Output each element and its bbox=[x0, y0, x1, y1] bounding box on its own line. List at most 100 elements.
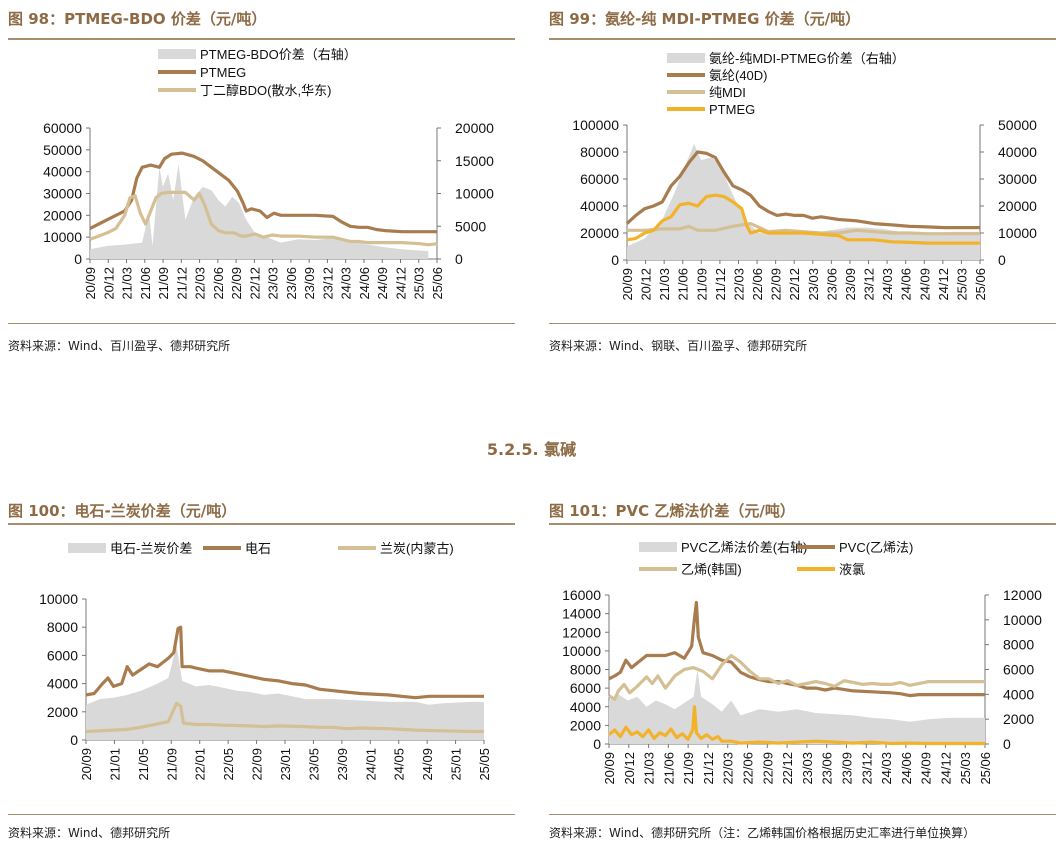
x-tick-label: 22/06 bbox=[741, 752, 756, 785]
source-rule bbox=[8, 323, 515, 324]
x-tick-label: 22/03 bbox=[721, 752, 736, 785]
x-tick-label: 24/06 bbox=[899, 268, 914, 301]
x-tick-label: 21/05 bbox=[136, 748, 151, 781]
x-tick-label: 22/09 bbox=[250, 748, 265, 781]
y2-tick-label: 15000 bbox=[455, 153, 494, 169]
legend-label: PVC乙烯法价差(右轴) bbox=[681, 540, 807, 555]
y-tick-label: 0 bbox=[611, 252, 619, 268]
x-tick-label: 20/09 bbox=[83, 267, 98, 300]
y-tick-label: 60000 bbox=[580, 171, 619, 187]
x-tick-label: 25/03 bbox=[958, 752, 973, 785]
x-tick-label: 22/05 bbox=[221, 748, 236, 781]
chart-101: PVC乙烯法价差(右轴) PVC(乙烯法) 乙烯(韩国) 液氯 0 2000 4000 600… bbox=[562, 540, 1042, 785]
legend-label: 乙烯(韩国) bbox=[681, 562, 742, 577]
x-tick-label: 25/06 bbox=[978, 752, 993, 785]
y-tick-label: 10000 bbox=[39, 591, 78, 607]
y-tick-label: 14000 bbox=[562, 606, 601, 622]
x-tick-label: 20/09 bbox=[620, 268, 635, 301]
y2-tick-label: 12000 bbox=[1003, 587, 1042, 603]
x-tick-label: 24/09 bbox=[917, 268, 932, 301]
source-rule bbox=[549, 323, 1056, 324]
x-tick-label: 23/03 bbox=[800, 752, 815, 785]
source-rule bbox=[8, 814, 515, 815]
chart-title: 图 99：氨纶-纯 MDI-PTMEG 价差（元/吨） bbox=[549, 10, 861, 28]
x-tick-label: 24/12 bbox=[936, 268, 951, 301]
series-line bbox=[89, 190, 438, 247]
chart-title: 图 98：PTMEG-BDO 价差（元/吨） bbox=[8, 10, 267, 28]
chart-title: 图 101：PVC 乙烯法价差（元/吨） bbox=[549, 502, 795, 520]
section-title: 5.2.5. 氯碱 bbox=[486, 440, 577, 459]
chart-99: 氨纶-纯MDI-PTMEG价差（右轴） 氨纶(40D) 纯MDI PTMEG 0 2000… bbox=[572, 51, 1037, 301]
series-line bbox=[608, 653, 985, 701]
chart-source: 资料来源：Wind、百川盈孚、德邦研究所 bbox=[8, 339, 231, 353]
x-tick-label: 21/12 bbox=[713, 268, 728, 301]
x-tick-label: 23/12 bbox=[320, 267, 335, 300]
legend-swatch bbox=[158, 49, 196, 59]
x-tick-label: 24/03 bbox=[879, 752, 894, 785]
x-tick-label: 25/03 bbox=[954, 268, 969, 301]
x-tick-label: 22/03 bbox=[193, 267, 208, 300]
series-line bbox=[608, 600, 985, 698]
y-tick-label: 6000 bbox=[570, 680, 601, 696]
x-tick-label: 23/06 bbox=[824, 268, 839, 301]
y-tick-label: 50000 bbox=[43, 142, 82, 158]
series-line bbox=[89, 151, 437, 234]
series-line bbox=[607, 705, 985, 746]
y-tick-label: 100000 bbox=[572, 117, 619, 133]
y2-tick-label: 20000 bbox=[455, 120, 494, 136]
chart-source: 资料来源：Wind、德邦研究所 bbox=[8, 826, 171, 840]
y2-tick-label: 0 bbox=[1003, 736, 1011, 752]
x-tick-label: 21/03 bbox=[120, 267, 135, 300]
legend-swatch bbox=[68, 543, 106, 553]
title-rule bbox=[549, 523, 1056, 525]
chart-100: 电石-兰炭价差 电石 兰炭(内蒙古) 0 2000 4000 6000 8000 10000 20… bbox=[39, 541, 492, 781]
x-tick-label: 25/05 bbox=[477, 748, 492, 781]
legend-label: PTMEG bbox=[709, 102, 755, 117]
x-tick-label: 25/06 bbox=[973, 268, 988, 301]
legend-label: PTMEG-BDO价差（右轴） bbox=[200, 48, 357, 62]
y2-tick-label: 0 bbox=[455, 251, 463, 267]
x-tick-label: 22/12 bbox=[787, 268, 802, 301]
panel-98: 图 98：PTMEG-BDO 价差（元/吨） PTMEG-BDO价差（右轴） PT… bbox=[8, 8, 515, 358]
x-tick-label: 22/12 bbox=[247, 267, 262, 300]
x-tick-label: 21/09 bbox=[694, 268, 709, 301]
chart-source: 资料来源：Wind、钢联、百川盈孚、德邦研究所 bbox=[549, 339, 808, 353]
x-tick-label: 24/09 bbox=[420, 748, 435, 781]
x-tick-label: 23/12 bbox=[862, 268, 877, 301]
y2-tick-label: 4000 bbox=[1003, 686, 1034, 702]
x-tick-label: 22/01 bbox=[193, 748, 208, 781]
x-tick-label: 23/03 bbox=[806, 268, 821, 301]
y-tick-label: 4000 bbox=[570, 699, 601, 715]
x-tick-label: 21/03 bbox=[642, 752, 657, 785]
x-tick-label: 23/03 bbox=[266, 267, 281, 300]
x-tick-label: 23/06 bbox=[284, 267, 299, 300]
chart-source: 资料来源：Wind、德邦研究所（注：乙烯韩国价格根据历史汇率进行单位换算） bbox=[549, 826, 976, 840]
y-tick-label: 8000 bbox=[47, 619, 78, 635]
x-tick-label: 20/09 bbox=[79, 748, 94, 781]
x-tick-label: 23/06 bbox=[820, 752, 835, 785]
y-tick-label: 60000 bbox=[43, 120, 82, 136]
x-tick-label: 22/06 bbox=[750, 268, 765, 301]
y2-tick-label: 40000 bbox=[998, 144, 1037, 160]
series-area bbox=[86, 645, 484, 740]
y-tick-label: 30000 bbox=[43, 186, 82, 202]
y-tick-label: 2000 bbox=[570, 717, 601, 733]
x-tick-label: 24/01 bbox=[363, 748, 378, 781]
x-tick-label: 23/09 bbox=[839, 752, 854, 785]
series-line bbox=[625, 150, 980, 230]
x-tick-label: 21/06 bbox=[138, 267, 153, 300]
legend-label: 氨纶(40D) bbox=[709, 68, 768, 83]
x-tick-label: 23/12 bbox=[859, 752, 874, 785]
x-tick-label: 24/05 bbox=[392, 748, 407, 781]
y2-tick-label: 30000 bbox=[998, 171, 1037, 187]
x-tick-label: 21/12 bbox=[701, 752, 716, 785]
x-tick-label: 25/01 bbox=[449, 748, 464, 781]
x-tick-label: 23/09 bbox=[335, 748, 350, 781]
x-tick-label: 24/03 bbox=[339, 267, 354, 300]
legend-label: 氨纶-纯MDI-PTMEG价差（右轴） bbox=[709, 51, 905, 66]
title-rule bbox=[549, 38, 1056, 40]
panel-99: 图 99：氨纶-纯 MDI-PTMEG 价差（元/吨） 氨纶-纯MDI-PTME… bbox=[549, 8, 1056, 358]
chart-title: 图 100：电石-兰炭价差（元/吨） bbox=[8, 502, 237, 520]
legend-label: PTMEG bbox=[200, 65, 246, 80]
series-line bbox=[85, 625, 484, 700]
